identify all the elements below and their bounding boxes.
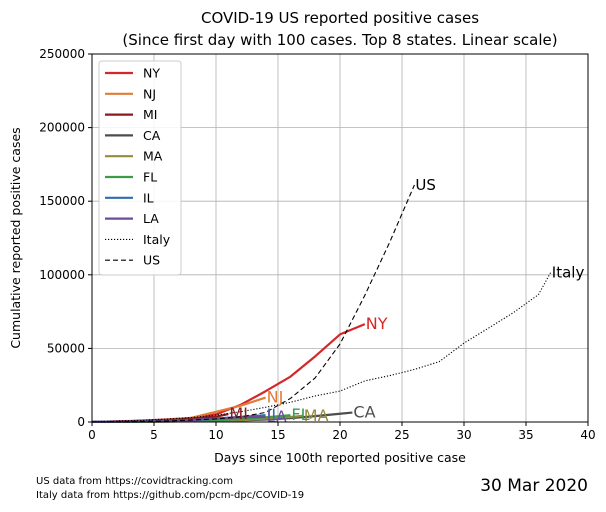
series-end-label-mi: MI [229,404,248,423]
y-tick-label: 0 [77,415,85,429]
x-tick-label: 30 [456,428,471,442]
legend-label-ca: CA [143,128,161,143]
chart-title: COVID-19 US reported positive cases [201,9,479,27]
series-end-label-la: LA [267,407,287,426]
legend-label-mi: MI [143,107,157,122]
series-end-label-il: IL [267,405,281,424]
series-end-label-nj: NJ [267,388,284,407]
y-tick-label: 150000 [39,194,85,208]
x-tick-label: 25 [394,428,409,442]
x-axis-label: Days since 100th reported positive case [214,450,466,465]
series-end-label-ny: NY [366,314,388,333]
legend-label-fl: FL [143,170,157,185]
x-tick-label: 0 [88,428,96,442]
legend-label-la: LA [143,211,159,226]
series-end-label-italy: Italy [552,263,585,281]
legend-label-ma: MA [143,149,163,164]
x-tick-label: 35 [518,428,533,442]
y-tick-label: 50000 [47,341,85,355]
legend-label-il: IL [143,190,154,205]
series-line-italy [91,272,552,423]
series-end-label-us: US [415,176,436,194]
series-line-us [91,184,415,423]
series-end-label-ca: CA [353,403,375,422]
y-tick-label: 200000 [39,121,85,135]
y-tick-label: 100000 [39,268,85,282]
y-tick-label: 250000 [39,47,85,61]
legend-label-us: US [143,253,160,268]
x-tick-label: 10 [208,428,223,442]
source-note-italy: Italy data from https://github.com/pcm-d… [36,490,305,501]
series-end-label-ma: MA [304,406,329,425]
chart-subtitle: (Since first day with 100 cases. Top 8 s… [122,31,557,49]
legend-label-nj: NJ [143,86,156,101]
x-tick-label: 5 [150,428,158,442]
x-tick-label: 40 [580,428,595,442]
x-tick-label: 15 [270,428,285,442]
legend-label-italy: Italy [143,232,171,247]
x-tick-label: 20 [332,428,347,442]
source-note-us: US data from https://covidtracking.com [36,476,233,487]
series-end-label-fl: FL [291,405,309,424]
date-stamp: 30 Mar 2020 [480,476,588,496]
y-axis-label: Cumulative reported positive cases [8,127,23,348]
legend-label-ny: NY [143,66,160,81]
